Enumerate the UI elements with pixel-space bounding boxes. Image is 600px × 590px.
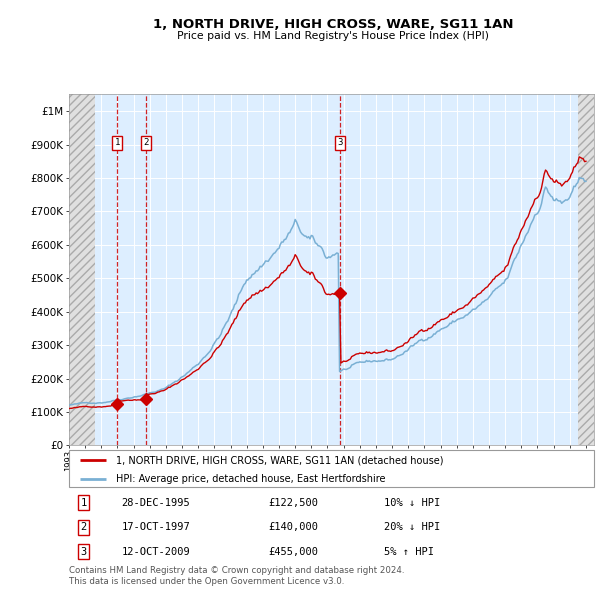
Text: 1, NORTH DRIVE, HIGH CROSS, WARE, SG11 1AN: 1, NORTH DRIVE, HIGH CROSS, WARE, SG11 1… [153, 18, 513, 31]
Text: 2: 2 [143, 139, 149, 148]
Text: 28-DEC-1995: 28-DEC-1995 [121, 497, 190, 507]
Bar [578, 94, 594, 445]
Text: 1: 1 [115, 139, 120, 148]
Text: £455,000: £455,000 [269, 546, 319, 556]
Text: 3: 3 [80, 546, 87, 556]
Text: 5% ↑ HPI: 5% ↑ HPI [384, 546, 434, 556]
Text: 1, NORTH DRIVE, HIGH CROSS, WARE, SG11 1AN (detached house): 1, NORTH DRIVE, HIGH CROSS, WARE, SG11 1… [116, 455, 444, 466]
Text: 20% ↓ HPI: 20% ↓ HPI [384, 522, 440, 532]
Text: 17-OCT-1997: 17-OCT-1997 [121, 522, 190, 532]
Text: HPI: Average price, detached house, East Hertfordshire: HPI: Average price, detached house, East… [116, 474, 386, 484]
Text: £140,000: £140,000 [269, 522, 319, 532]
Text: 3: 3 [337, 139, 343, 148]
Text: Price paid vs. HM Land Registry's House Price Index (HPI): Price paid vs. HM Land Registry's House … [177, 31, 489, 41]
Text: 12-OCT-2009: 12-OCT-2009 [121, 546, 190, 556]
Text: 2: 2 [80, 522, 87, 532]
Text: Contains HM Land Registry data © Crown copyright and database right 2024.
This d: Contains HM Land Registry data © Crown c… [69, 566, 404, 586]
FancyBboxPatch shape [69, 450, 594, 487]
Text: 10% ↓ HPI: 10% ↓ HPI [384, 497, 440, 507]
Text: £122,500: £122,500 [269, 497, 319, 507]
Bar [69, 94, 95, 445]
Text: 1: 1 [80, 497, 87, 507]
